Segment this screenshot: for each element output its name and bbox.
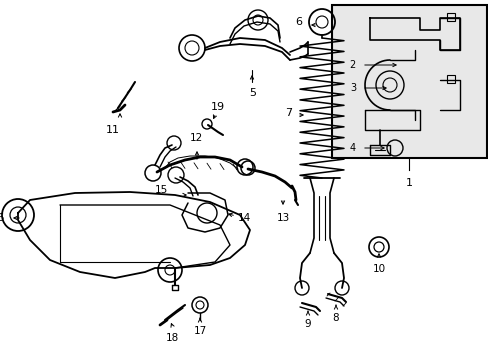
Bar bbox=[331, 5, 486, 158]
Text: 18: 18 bbox=[165, 333, 178, 343]
Text: 9: 9 bbox=[304, 319, 311, 329]
Text: 19: 19 bbox=[210, 102, 224, 112]
Text: 14: 14 bbox=[238, 213, 251, 223]
Text: 4: 4 bbox=[349, 143, 355, 153]
Text: 12: 12 bbox=[189, 133, 202, 143]
Text: 16: 16 bbox=[0, 213, 5, 223]
Text: 8: 8 bbox=[332, 313, 339, 323]
Text: 15: 15 bbox=[154, 185, 168, 195]
Bar bbox=[446, 13, 454, 21]
Text: 2: 2 bbox=[349, 60, 355, 70]
Text: 5: 5 bbox=[249, 88, 256, 98]
Bar bbox=[446, 75, 454, 83]
Text: 1: 1 bbox=[405, 178, 412, 188]
Text: 17: 17 bbox=[193, 326, 206, 336]
Text: 6: 6 bbox=[294, 17, 302, 27]
Text: 11: 11 bbox=[106, 125, 120, 135]
Text: 13: 13 bbox=[276, 213, 289, 223]
Text: 3: 3 bbox=[349, 83, 355, 93]
Text: 7: 7 bbox=[285, 108, 291, 118]
Text: 10: 10 bbox=[372, 264, 385, 274]
